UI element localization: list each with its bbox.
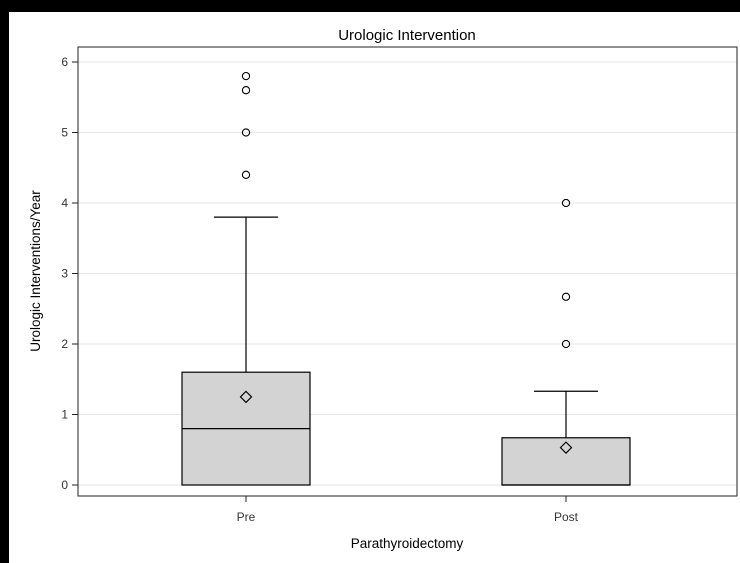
y-tick-label-4: 4 <box>61 196 68 210</box>
y-tick-label-2: 2 <box>61 337 68 351</box>
mean-marker-post <box>559 441 573 454</box>
box-post <box>501 437 631 486</box>
x-axis-ticks: Pre Post <box>237 496 579 524</box>
y-tick-label-0: 0 <box>61 478 68 492</box>
y-tick-label-6: 6 <box>61 55 68 69</box>
outlier-pre-1 <box>241 170 251 179</box>
y-tick-label-1: 1 <box>61 408 68 422</box>
y-tick-label-3: 3 <box>61 267 68 281</box>
outlier-post-3 <box>561 198 571 208</box>
outlier-pre-2 <box>241 128 251 137</box>
outlier-post-2 <box>561 292 571 301</box>
y-axis-ticks: 0 1 2 3 4 5 6 <box>61 55 78 492</box>
frame-top-border <box>0 0 740 12</box>
x-axis-title: Parathyroidectomy <box>351 536 464 551</box>
gridlines <box>78 61 737 486</box>
x-tick-label-post: Post <box>554 510 579 524</box>
outlier-pre-4 <box>241 71 251 81</box>
frame-left-border <box>0 0 9 563</box>
chart-title: Urologic Intervention <box>338 27 476 44</box>
outlier-pre-3 <box>241 86 251 95</box>
y-tick-label-5: 5 <box>61 126 68 140</box>
plot-area-frame <box>77 46 738 497</box>
outlier-post-1 <box>561 339 571 349</box>
y-axis-title: Urologic Interventions/Year <box>28 190 43 352</box>
mean-marker-pre <box>239 390 253 404</box>
x-tick-label-pre: Pre <box>237 510 256 524</box>
boxes <box>181 71 631 486</box>
